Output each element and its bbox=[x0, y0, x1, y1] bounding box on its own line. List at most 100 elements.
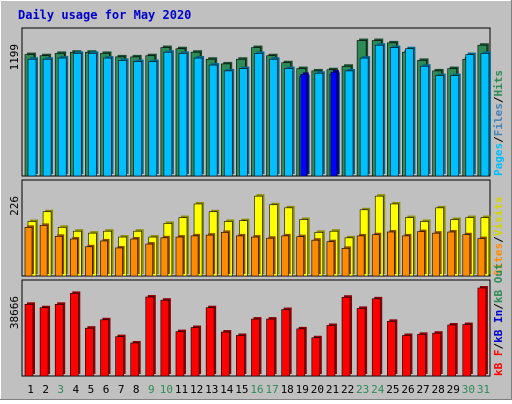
bar-kb-f-day-6 bbox=[100, 319, 109, 377]
x-tick-label-20: 20 bbox=[311, 383, 324, 396]
x-tick-label-31: 31 bbox=[477, 383, 490, 396]
bar-sites-day-21 bbox=[326, 241, 335, 277]
x-tick-label-7: 7 bbox=[118, 383, 125, 396]
bar-sites-day-15 bbox=[236, 235, 244, 277]
bar-files-day-29 bbox=[450, 75, 460, 177]
bar-kb-f-day-12 bbox=[190, 327, 200, 377]
bar-files-day-31 bbox=[480, 53, 490, 177]
bar-files-day-1 bbox=[27, 58, 37, 177]
bar-files-day-5 bbox=[88, 53, 97, 177]
x-tick-label-26: 26 bbox=[401, 383, 414, 396]
legend-files: Files bbox=[492, 103, 505, 136]
x-tick-label-23: 23 bbox=[356, 383, 369, 396]
bar-files-day-23 bbox=[359, 57, 369, 177]
bar-sites-day-16 bbox=[251, 236, 259, 277]
bar-files-day-30 bbox=[465, 54, 475, 177]
bar-sites-day-30 bbox=[462, 234, 471, 277]
x-tick-label-24: 24 bbox=[371, 383, 385, 396]
x-tick-label-16: 16 bbox=[250, 383, 263, 396]
bar-files-day-14 bbox=[223, 70, 233, 177]
bar-pages-day-21 bbox=[330, 71, 338, 177]
bar-kb-f-day-11 bbox=[175, 331, 185, 377]
x-tick-label-28: 28 bbox=[432, 383, 445, 396]
x-tick-label-5: 5 bbox=[88, 383, 95, 396]
bar-kb-f-day-2 bbox=[39, 307, 49, 377]
bar-sites-day-29 bbox=[447, 231, 456, 277]
bar-sites-day-10 bbox=[160, 237, 169, 277]
x-axis-labels: 1 2 3 4 5 6 7 8 9 10 11 12 13 14 15 16 17 18 19 20 21 22 23 24 2… bbox=[27, 383, 490, 396]
bar-files-day-20 bbox=[314, 72, 324, 177]
bar-sites-day-5 bbox=[85, 246, 93, 277]
bar-sites-day-31 bbox=[477, 238, 486, 277]
bar-kb-f-day-3 bbox=[54, 304, 64, 377]
bar-kb-f-day-5 bbox=[85, 327, 94, 377]
bar-kb-f-day-26 bbox=[402, 335, 411, 377]
bar-sites-day-1 bbox=[24, 227, 33, 277]
bar-sites-day-7 bbox=[115, 247, 123, 277]
bar-sites-day-14 bbox=[220, 232, 229, 277]
bar-files-day-2 bbox=[42, 58, 52, 177]
bar-files-day-26 bbox=[405, 48, 414, 177]
bar-files-day-25 bbox=[390, 47, 399, 177]
bar-kb-f-day-23 bbox=[356, 308, 366, 377]
legend-kb-f: kB F bbox=[492, 350, 505, 377]
max-label-visits: 226 bbox=[8, 196, 21, 216]
bar-files-day-28 bbox=[435, 75, 444, 177]
legend-pages-files-hits: Pages/Files/Hits bbox=[492, 70, 505, 176]
bar-files-day-11 bbox=[178, 53, 188, 177]
bar-kb-f-day-28 bbox=[432, 332, 441, 377]
legend-kb-in: kB In bbox=[492, 310, 505, 343]
x-tick-label-29: 29 bbox=[447, 383, 460, 396]
x-tick-label-8: 8 bbox=[133, 383, 140, 396]
bar-kb-f-day-20 bbox=[311, 337, 321, 377]
legend-sep-5: / bbox=[492, 303, 505, 310]
bar-kb-f-day-24 bbox=[371, 298, 381, 377]
x-tick-label-14: 14 bbox=[220, 383, 234, 396]
bar-kb-f-day-25 bbox=[387, 321, 396, 377]
bar-kb-f-day-15 bbox=[236, 335, 245, 377]
bar-kb-f-day-17 bbox=[266, 318, 275, 377]
x-tick-label-11: 11 bbox=[175, 383, 188, 396]
x-tick-label-27: 27 bbox=[416, 383, 429, 396]
x-tick-label-30: 30 bbox=[462, 383, 475, 396]
bar-files-day-4 bbox=[72, 53, 82, 177]
bar-sites-day-25 bbox=[387, 231, 395, 277]
x-tick-label-22: 22 bbox=[341, 383, 354, 396]
bar-sites-day-19 bbox=[296, 236, 305, 277]
bar-sites-day-12 bbox=[190, 235, 199, 277]
max-label-kb: 38666 bbox=[8, 296, 21, 329]
legend-sep-2: / bbox=[492, 96, 505, 103]
chart-title: Daily usage for May 2020 bbox=[18, 8, 191, 22]
x-tick-label-21: 21 bbox=[326, 383, 339, 396]
legend-sep-4: / bbox=[492, 343, 505, 350]
bar-files-day-17 bbox=[269, 58, 278, 177]
bar-sites-day-2 bbox=[39, 225, 48, 277]
legend-kb: kB F/kB In/kB Out bbox=[492, 263, 505, 376]
bar-sites-day-4 bbox=[69, 238, 78, 277]
chart-marks bbox=[24, 38, 491, 377]
legend-sep-3: / bbox=[492, 236, 505, 243]
bar-sites-day-28 bbox=[432, 232, 440, 277]
bar-pages-day-19 bbox=[300, 74, 308, 177]
bar-sites-day-26 bbox=[402, 235, 410, 277]
bar-kb-f-day-21 bbox=[326, 325, 336, 377]
bar-kb-f-day-1 bbox=[24, 304, 34, 377]
x-tick-label-18: 18 bbox=[281, 383, 294, 396]
max-label-hits: 1199 bbox=[8, 44, 21, 71]
bar-files-day-12 bbox=[193, 57, 203, 177]
bar-sites-day-8 bbox=[130, 238, 138, 277]
bar-kb-f-day-4 bbox=[69, 293, 79, 377]
bar-files-day-15 bbox=[239, 68, 248, 177]
legend-visits: Visits bbox=[492, 197, 505, 237]
bar-kb-f-day-8 bbox=[130, 342, 139, 377]
bar-files-day-7 bbox=[118, 60, 127, 177]
bar-sites-day-3 bbox=[54, 235, 63, 277]
bar-files-day-10 bbox=[163, 51, 173, 177]
bar-files-day-9 bbox=[148, 61, 158, 177]
bar-files-day-16 bbox=[254, 53, 263, 177]
bar-sites-day-9 bbox=[145, 243, 154, 277]
x-tick-label-25: 25 bbox=[386, 383, 399, 396]
bar-kb-f-day-18 bbox=[281, 309, 290, 377]
